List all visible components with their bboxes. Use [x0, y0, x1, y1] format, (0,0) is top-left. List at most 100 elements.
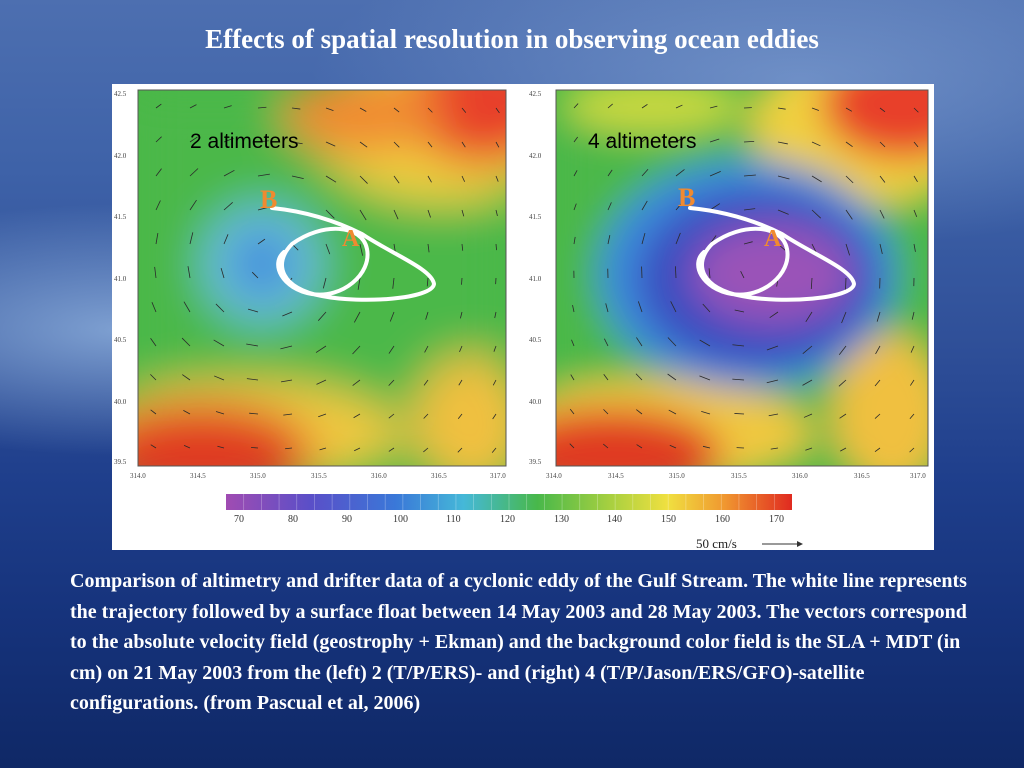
velocity-vector — [458, 379, 463, 386]
velocity-vector — [802, 345, 813, 354]
panel-right: B A 4 altimeters — [555, 89, 929, 467]
velocity-vector — [740, 271, 745, 279]
velocity-vector — [354, 447, 361, 452]
velocity-vector — [459, 345, 463, 353]
velocity-vector — [257, 173, 270, 177]
velocity-vector — [637, 301, 643, 313]
velocity-vector — [913, 141, 919, 148]
slide-title: Effects of spatial resolution in observi… — [205, 24, 819, 54]
velocity-vector — [151, 302, 157, 313]
velocity-vector — [189, 136, 198, 143]
velocity-vector — [249, 412, 259, 415]
velocity-vector — [257, 238, 266, 245]
velocity-vector — [280, 345, 293, 350]
velocity-vector — [702, 445, 711, 449]
velocity-vector — [280, 379, 293, 383]
left-float-trajectory — [270, 206, 437, 302]
velocity-vector — [325, 107, 334, 111]
velocity-vector — [322, 277, 327, 289]
velocity-vector — [189, 199, 197, 211]
velocity-vector — [675, 104, 683, 109]
velocity-vector — [318, 413, 327, 418]
velocity-vector — [845, 209, 853, 220]
right-y-axis: 42.5 42.0 41.5 41.0 40.5 40.0 39.5 — [529, 90, 542, 466]
velocity-vector — [353, 413, 361, 419]
velocity-scale-label: 50 cm/s — [696, 536, 737, 550]
velocity-vector — [495, 175, 499, 182]
velocity-vector — [641, 168, 649, 177]
velocity-vector — [777, 175, 790, 180]
velocity-vector — [189, 104, 197, 109]
velocity-vector — [359, 107, 367, 112]
velocity-vector — [325, 209, 335, 219]
velocity-vector — [845, 243, 851, 256]
velocity-vector — [427, 209, 431, 218]
velocity-vector — [841, 311, 847, 324]
velocity-vector — [743, 241, 753, 245]
velocity-vector — [839, 413, 847, 419]
velocity-vector — [388, 345, 395, 354]
velocity-vector — [777, 107, 786, 110]
velocity-vector — [494, 311, 497, 319]
right-y-tick: 42.5 — [529, 90, 542, 98]
velocity-vector — [388, 447, 395, 452]
figure-svg: B A 2 altimeters — [114, 89, 929, 550]
velocity-vector — [257, 140, 269, 143]
velocity-vector — [734, 309, 745, 313]
velocity-vector — [325, 243, 331, 255]
velocity-vector — [461, 141, 466, 148]
left-y-tick: 42.0 — [114, 152, 127, 160]
colorbar-tick: 140 — [607, 514, 622, 525]
velocity-vector — [570, 374, 575, 381]
velocity-vector — [393, 141, 400, 148]
velocity-vector — [879, 209, 885, 219]
right-y-tick: 42.0 — [529, 152, 542, 160]
right-y-tick: 39.5 — [529, 458, 542, 466]
velocity-vector — [359, 175, 368, 184]
velocity-vector — [425, 311, 429, 320]
velocity-vector — [325, 141, 336, 147]
velocity-vector — [803, 413, 813, 418]
velocity-vector — [423, 379, 429, 386]
velocity-vector — [845, 141, 853, 148]
velocity-vector — [427, 141, 433, 148]
velocity-vector — [732, 378, 745, 381]
velocity-vector — [495, 243, 497, 251]
velocity-vector — [150, 374, 157, 381]
velocity-vector — [675, 137, 684, 143]
velocity-vector — [423, 447, 429, 453]
velocity-vector — [325, 175, 337, 183]
velocity-vector — [427, 107, 433, 113]
colorbar-tick: 160 — [715, 514, 730, 525]
velocity-vector — [675, 169, 685, 177]
right-x-tick: 314.0 — [546, 472, 562, 480]
velocity-vector — [317, 311, 327, 321]
velocity-vector — [805, 311, 813, 322]
velocity-vector — [251, 271, 259, 279]
velocity-vector — [911, 311, 915, 320]
right-x-tick: 316.0 — [792, 472, 808, 480]
velocity-vector — [492, 379, 497, 386]
velocity-vector — [220, 267, 225, 279]
velocity-vector — [699, 339, 711, 347]
colorbar-gradient — [226, 494, 792, 510]
altimetry-figure: B A 2 altimeters — [112, 84, 934, 550]
velocity-vector — [670, 301, 677, 313]
velocity-vector — [189, 232, 194, 245]
velocity-vector — [668, 409, 677, 415]
velocity-vector — [607, 202, 612, 211]
velocity-vector — [282, 311, 293, 317]
velocity-vector — [492, 413, 497, 420]
colorbar-tick: 70 — [234, 514, 244, 525]
velocity-vector — [603, 373, 609, 381]
right-y-tick: 40.5 — [529, 336, 542, 344]
velocity-vector — [675, 200, 684, 211]
velocity-vector — [155, 200, 161, 211]
velocity-vector — [699, 375, 711, 381]
velocity-vector — [155, 232, 159, 245]
left-x-tick: 314.5 — [190, 472, 206, 480]
left-x-tick: 316.5 — [431, 472, 447, 480]
velocity-vector — [909, 447, 915, 453]
velocity-vector — [879, 175, 886, 183]
velocity-vector — [732, 344, 745, 347]
